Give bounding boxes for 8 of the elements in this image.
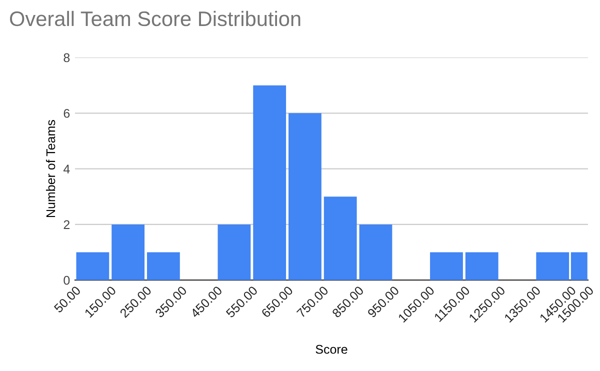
- y-axis-title: Number of Teams: [46, 120, 56, 217]
- y-tick-label: 2: [64, 220, 70, 229]
- y-tick-label: 8: [64, 53, 70, 62]
- y-tick-label: 6: [64, 108, 70, 118]
- y-tick-label: 0: [64, 276, 70, 285]
- x-axis-title: Score: [316, 344, 348, 354]
- chart-title: Overall Team Score Distribution: [10, 10, 300, 26]
- y-tick-label: 4: [63, 164, 70, 174]
